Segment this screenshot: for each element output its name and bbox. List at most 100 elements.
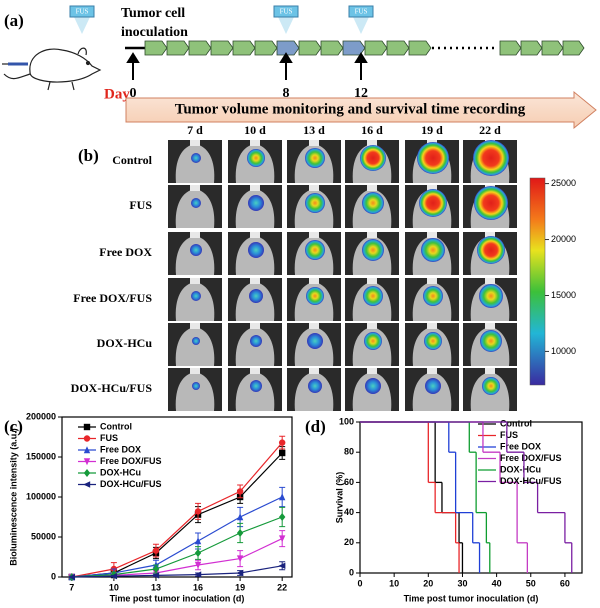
timeline-segment	[276, 40, 300, 56]
legend-label: DOX-HCu/FUS	[100, 479, 162, 489]
marker	[110, 573, 118, 580]
column-label: 7 d	[187, 123, 203, 137]
timeline-segment	[210, 40, 234, 56]
y-tick-label: 50000	[31, 531, 56, 541]
ear-bar	[250, 232, 260, 238]
signal-blob	[190, 244, 202, 256]
signal-blob	[423, 286, 443, 306]
x-tick-label: 10	[389, 578, 399, 588]
mouse-illustration	[2, 47, 102, 91]
marker	[83, 458, 91, 466]
timeline-segment	[166, 40, 190, 56]
ear-bar	[309, 185, 319, 191]
signal-blob	[308, 379, 322, 393]
signal-blob	[248, 242, 264, 258]
day-arrows	[126, 52, 368, 80]
marker	[278, 493, 286, 501]
day-tick: 12	[354, 86, 368, 101]
row-label: Free DOX/FUS	[73, 291, 152, 305]
signal-blob	[360, 145, 386, 171]
mouse-head	[175, 144, 215, 183]
inoculation-label: inoculation	[121, 25, 188, 40]
ear-bar	[367, 368, 377, 374]
x-tick-label: 16	[193, 582, 203, 592]
timeline-segment	[298, 40, 322, 56]
ear-bar	[367, 140, 377, 146]
signal-blob	[362, 239, 384, 261]
signal-blob	[247, 149, 265, 167]
ear-bar	[309, 232, 319, 238]
ear-bar	[485, 232, 495, 238]
colorbar-tick-label: 15000	[551, 290, 576, 300]
x-tick-label: 0	[357, 578, 362, 588]
fus-label: FUS	[76, 8, 89, 16]
ear-bar	[250, 140, 260, 146]
signal-blob	[305, 240, 325, 260]
ear-bar	[190, 278, 200, 284]
signal-blob	[479, 284, 503, 308]
ear-bar	[367, 278, 377, 284]
banner-text: Tumor volume monitoring and survival tim…	[175, 101, 526, 117]
ear-bar	[250, 323, 260, 329]
timeline-segment	[499, 40, 522, 56]
panel-label: (b)	[78, 146, 99, 165]
ear-bar	[309, 323, 319, 329]
marker	[83, 446, 91, 454]
signal-blob	[191, 153, 201, 163]
ear-bar	[485, 278, 495, 284]
panel-label: (c)	[4, 417, 23, 436]
column-label: 13 d	[303, 123, 325, 137]
marker	[194, 537, 202, 545]
legend-label: FUS	[100, 433, 118, 443]
marker	[83, 435, 91, 442]
x-tick-label: 20	[423, 578, 433, 588]
row-label: Control	[112, 153, 152, 167]
legend-label: Control	[100, 421, 132, 431]
signal-blob	[417, 142, 449, 174]
day-tick: 8	[283, 86, 290, 101]
fus-beam	[278, 17, 294, 34]
fus-label: FUS	[280, 8, 293, 16]
timeline-segment	[320, 40, 344, 56]
y-tick-label: 80	[344, 447, 354, 457]
marker	[278, 439, 286, 446]
y-tick-label: 60	[344, 477, 354, 487]
marker	[278, 562, 286, 569]
mouse-head	[175, 372, 215, 411]
timeline-segment	[520, 40, 543, 56]
mouse-head	[175, 282, 215, 321]
ear-bar	[250, 278, 260, 284]
ear-bar	[190, 140, 200, 146]
row-label: Free DOX	[99, 245, 152, 259]
colorbar-tick-label: 10000	[551, 346, 576, 356]
y-tick-label: 0	[349, 567, 354, 577]
series-line	[71, 442, 283, 578]
marker	[194, 549, 202, 557]
marker	[236, 529, 244, 537]
ear-bar	[427, 185, 437, 191]
series-line	[71, 538, 283, 578]
colorbar	[529, 177, 546, 386]
signal-blob	[477, 236, 505, 264]
marker	[278, 449, 286, 457]
signal-blob	[474, 186, 508, 220]
x-tick-label: 50	[526, 578, 536, 588]
y-axis-label: Bioluminescence intensity (a.u.)	[8, 428, 18, 566]
signal-blob	[362, 192, 384, 214]
x-tick-label: 7	[69, 582, 74, 592]
ear-bar	[309, 140, 319, 146]
signal-blob	[365, 378, 381, 394]
legend-label: FUS	[500, 430, 518, 440]
ear-bar	[367, 232, 377, 238]
x-axis-label: Time post tumor inoculation (d)	[110, 593, 245, 603]
marker	[236, 555, 244, 563]
timeline-segment	[364, 40, 388, 56]
y-tick-label: 20	[344, 537, 354, 547]
signal-blob	[250, 380, 262, 392]
ear-bar	[485, 323, 495, 329]
ear-bar	[427, 232, 437, 238]
signal-blob	[482, 377, 500, 395]
marker	[278, 513, 286, 521]
plot-frame	[359, 421, 583, 574]
timeline-segment	[232, 40, 256, 56]
